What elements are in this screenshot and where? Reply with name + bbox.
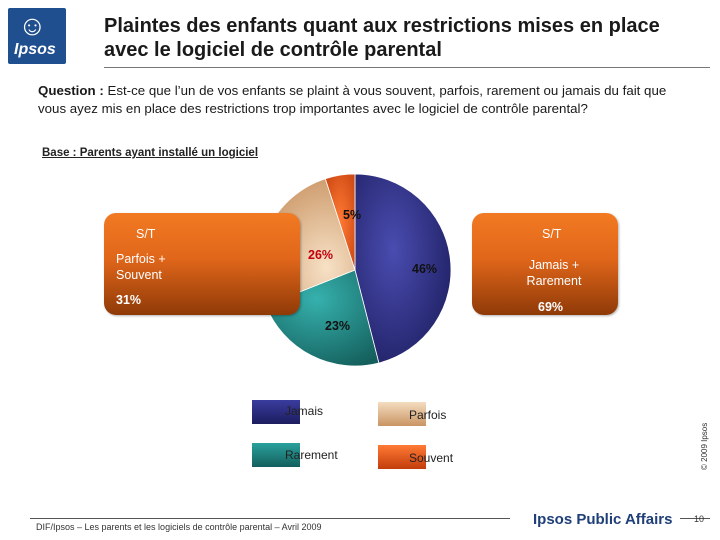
legend-label-souvent: Souvent [409,451,454,465]
legend-label-parfois: Parfois [409,408,447,422]
title-divider [104,67,710,68]
question-text: Question : Est-ce que l’un de vos enfant… [38,82,698,118]
page-number: 10 [694,514,705,524]
summary-left-head: S/T [136,227,156,241]
pie-label-rarement: 23% [325,319,350,333]
ipsos-logo: ☺ Ipsos [8,8,66,64]
question-label: Question : [38,83,104,98]
pie-label-souvent: 5% [343,208,361,222]
pie-slice-souvent [324,173,356,271]
brand-divider [680,518,710,519]
copyright-note: © 2009 Ipsos [700,422,709,470]
pie-label-jamais: 46% [412,262,437,276]
pie-label-parfois: 26% [308,248,333,262]
legend-swatch-rarement [252,443,300,467]
summary-box-right: S/T Jamais + Rarement 69% [472,213,618,315]
page-title: Plaintes des enfants quant aux restricti… [104,15,660,61]
legend-swatch-jamais [252,400,300,424]
legend-swatch-parfois [378,402,426,426]
question-body: Est-ce que l’un de vos enfants se plaint… [38,83,667,116]
footer-divider [30,518,510,519]
pie-slice-jamais [354,173,452,364]
summary-right-value: 69% [538,300,564,314]
pie-slice-rarement [265,269,380,367]
summary-left-label: Parfois + Souvent [116,252,166,282]
summary-right-label: Jamais + Rarement [526,258,582,288]
logo-text: Ipsos [14,41,56,58]
legend-label-jamais: Jamais [285,404,324,418]
summary-right-head: S/T [542,227,562,241]
summary-box-left: S/T Parfois + Souvent 31% [104,213,300,315]
legend-swatch-souvent [378,445,426,469]
summary-left-value: 31% [116,293,142,307]
logo-head-icon: ☺ [18,10,47,41]
brand-name: Ipsos Public Affairs [533,511,673,528]
footer-source: DIF/Ipsos – Les parents et les logiciels… [36,522,322,532]
base-note: Base : Parents ayant installé un logicie… [42,147,259,159]
legend-label-rarement: Rarement [285,448,338,462]
